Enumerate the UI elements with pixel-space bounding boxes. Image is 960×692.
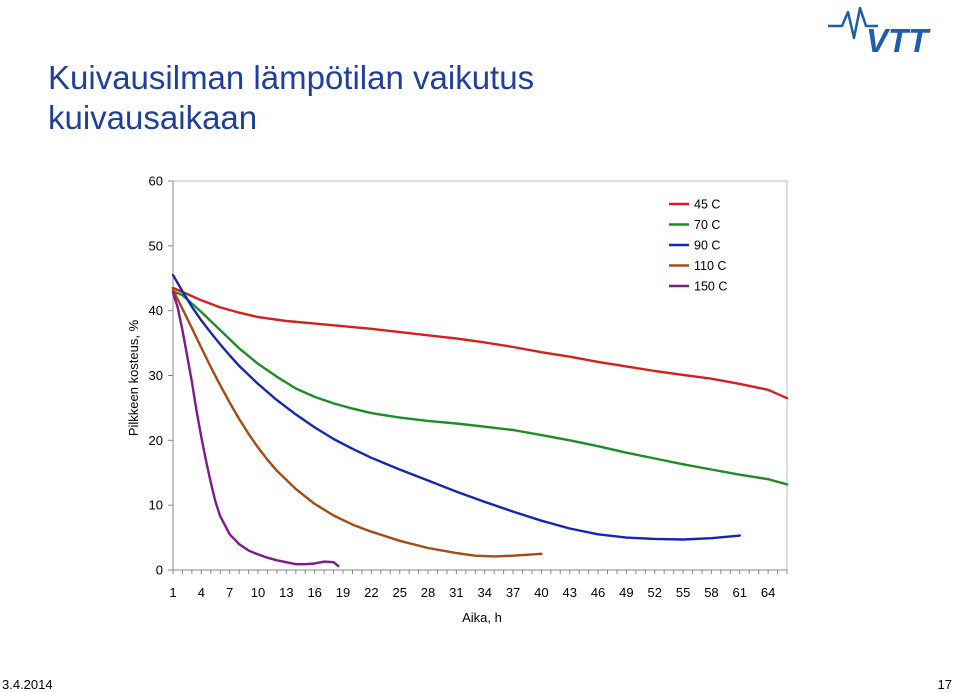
chart-legend: 45 C 70 C 90 C 110 C 150 C (669, 198, 727, 294)
x-tick-label: 28 (421, 585, 435, 600)
x-tick-label: 61 (733, 585, 747, 600)
page-title: Kuivausilman lämpötilan vaikutus kuivaus… (48, 58, 534, 138)
page-title-line-1: Kuivausilman lämpötilan vaikutus (48, 59, 535, 96)
x-tick-label: 25 (392, 585, 406, 600)
legend-label: 150 C (694, 280, 727, 294)
footer-page-number: 17 (937, 677, 952, 692)
x-tick-label: 13 (279, 585, 293, 600)
series-line-2 (171, 290, 789, 486)
x-tick-label: 55 (676, 585, 690, 600)
y-tick-label: 0 (156, 563, 163, 578)
y-tick-label: 20 (149, 433, 163, 448)
series-line-3 (171, 273, 741, 541)
y-tick-label: 40 (149, 303, 163, 318)
x-tick-label: 58 (704, 585, 718, 600)
x-tick-label: 10 (251, 585, 265, 600)
x-tick-label: 1 (169, 585, 176, 600)
x-tick-label: 16 (307, 585, 321, 600)
x-tick-label: 43 (563, 585, 577, 600)
x-axis-label: Aika, h (462, 610, 502, 625)
x-tick-label: 37 (506, 585, 520, 600)
series-line-1 (171, 286, 789, 400)
y-axis-label: Pilkkeen kosteus, % (126, 319, 141, 436)
vtt-logo: VTT (828, 6, 931, 54)
y-tick-label: 60 (149, 174, 163, 189)
x-tick-label: 34 (477, 585, 491, 600)
x-axis-ticks: 1 4 7 10 13 16 19 22 25 28 31 34 37 40 43 46 49 52 55 58 61 6… (169, 570, 788, 600)
legend-label: 110 C (694, 259, 726, 273)
series-lines (171, 273, 789, 568)
y-tick-label: 50 (149, 238, 163, 253)
x-tick-label: 40 (534, 585, 548, 600)
y-tick-label: 30 (149, 368, 163, 383)
x-tick-label: 52 (648, 585, 662, 600)
x-tick-label: 4 (198, 585, 205, 600)
logo-wordmark: VTT (866, 22, 931, 54)
x-tick-label: 49 (619, 585, 633, 600)
y-tick-label: 10 (149, 498, 163, 513)
legend-label: 45 C (694, 198, 720, 212)
series-line-5 (171, 291, 340, 568)
legend-label: 90 C (694, 239, 720, 253)
x-tick-label: 22 (364, 585, 378, 600)
series-line-4 (171, 288, 543, 558)
footer-date: 3.4.2014 (2, 677, 53, 692)
x-tick-label: 64 (761, 585, 775, 600)
y-axis-ticks: 0 10 20 30 40 50 60 (149, 174, 173, 578)
x-tick-label: 7 (226, 585, 233, 600)
page-title-line-2: kuivausaikaan (48, 99, 258, 136)
x-tick-label: 31 (449, 585, 463, 600)
legend-label: 70 C (694, 218, 720, 232)
x-tick-label: 19 (336, 585, 350, 600)
x-tick-label: 46 (591, 585, 605, 600)
logo-pulse-mark (828, 6, 878, 40)
